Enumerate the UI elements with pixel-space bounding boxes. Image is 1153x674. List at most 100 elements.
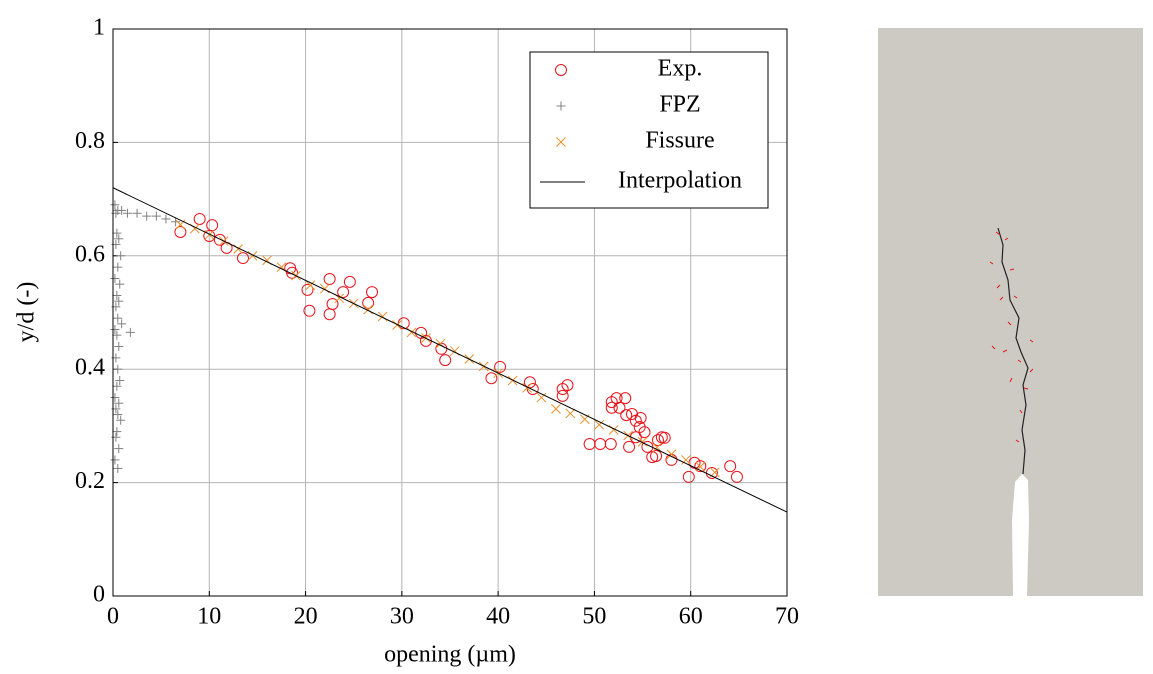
circle-marker [323,273,336,286]
circle-marker [619,392,632,405]
marker-stroke [435,338,446,349]
plot-frame [112,28,788,597]
crack-image [878,28,1143,596]
circle-marker [206,219,219,232]
plus-marker [114,444,124,454]
circle-marker [658,431,671,444]
circle-marker [485,372,498,385]
circle-marker [526,383,539,396]
y-tick-label: 0.6 [75,241,105,267]
plus-marker [112,290,122,300]
x-tick-label: 20 [294,604,318,630]
marker-stroke [247,250,258,261]
circle-marker [694,460,707,473]
plus-marker [556,101,566,111]
x-tick-label: 30 [390,604,414,630]
marker-stroke [262,255,272,266]
marker-stroke [406,327,417,338]
plus-marker [132,208,142,218]
marker-stroke [652,442,662,453]
plus-marker [114,398,124,408]
legend-label: Exp. [658,56,703,82]
circle-marker [439,354,452,367]
plus-marker [112,228,122,238]
circle-marker [604,438,617,451]
x-tick-label: 60 [679,604,703,630]
plus-marker [116,415,126,425]
marker-stroke [334,293,345,304]
plus-marker [110,455,120,465]
marker-stroke [637,436,648,447]
plus-marker [122,208,132,218]
circle-marker [641,440,654,453]
marker-stroke [522,383,532,393]
damage-marks [989,231,1034,443]
circle-marker [337,286,350,299]
circle-marker [397,317,410,330]
marker-stroke [666,449,677,460]
cross-marker [551,404,561,414]
circle-marker [605,401,618,414]
cross-marker [681,455,691,465]
marker-stroke [233,244,244,254]
marker-stroke [551,404,561,414]
circle-marker [326,297,339,310]
specimen-background [878,28,1143,596]
x-tick-label: 0 [107,604,119,630]
y-tick-label: 1 [93,15,105,41]
plus-marker [114,296,124,306]
plus-marker [115,279,125,289]
cross-marker [637,436,648,447]
cross-marker [594,419,605,430]
y-tick-label: 0.4 [75,355,105,381]
circle-marker [650,449,663,462]
circle-marker [646,451,659,464]
legend-label: Interpolation [618,168,742,194]
plus-marker [117,319,127,329]
plus-marker [112,381,122,391]
circle-marker [613,401,626,414]
circle-marker [362,296,375,309]
circle-marker [634,411,647,424]
x-tick-label: 50 [582,604,606,630]
circle-marker [303,304,316,317]
cross-marker [305,280,316,291]
marker-stroke [608,425,619,435]
cross-marker [522,383,532,393]
marker-stroke [565,408,576,419]
marker-stroke [276,262,287,272]
x-axis-label: opening (µm) [384,642,516,668]
y-axis-label: y/d (-) [14,282,40,343]
plus-marker [112,427,122,437]
circle-marker [682,470,695,483]
cross-marker [666,449,677,460]
circle-marker [343,275,356,288]
y-tick-label: 0.2 [75,468,105,494]
plus-marker [110,325,120,335]
legend-label: Fissure [645,128,714,154]
x-tick-label: 40 [486,604,510,630]
circle-marker [724,460,737,473]
circle-marker [236,252,249,265]
circle-marker [651,434,664,447]
circle-marker [494,360,507,373]
x-tick-label: 70 [775,604,799,630]
legend: Exp. FPZ Fissure Interpolation [529,51,769,209]
plus-marker [110,200,120,210]
plus-marker [142,211,152,221]
circle-marker [556,389,569,402]
plus-marker [115,376,125,386]
circle-marker [623,440,636,453]
plus-marker [113,262,123,272]
circle-marker [561,379,574,392]
circle-marker [523,376,536,389]
circle-marker [594,438,607,451]
crack-path [997,227,1029,475]
marker-stroke [377,311,388,322]
y-tick-label: 0.8 [75,128,105,154]
cross-marker [247,250,258,261]
circle-marker [174,225,187,238]
cross-marker [536,392,547,403]
plus-marker [113,313,123,323]
circle-marker [730,470,743,483]
